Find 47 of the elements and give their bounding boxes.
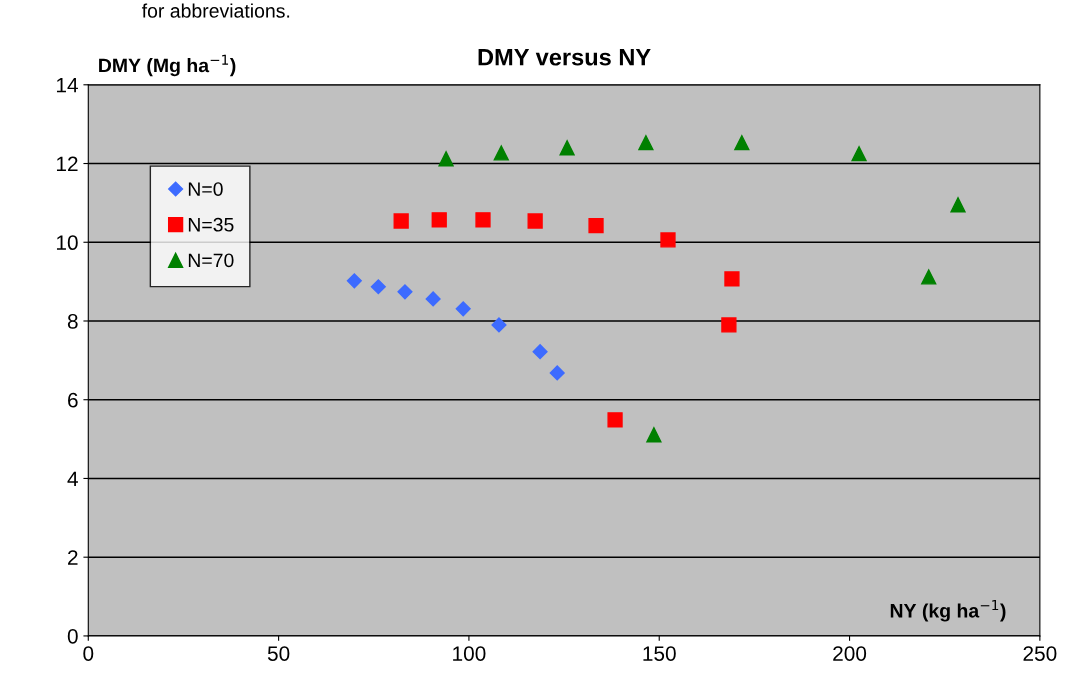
point bbox=[851, 146, 867, 162]
point bbox=[527, 213, 543, 229]
y-tick-label: 14 bbox=[56, 78, 78, 93]
point bbox=[638, 135, 654, 151]
legend-label: N=35 bbox=[188, 217, 234, 232]
point bbox=[370, 279, 386, 295]
x-tick-label: 0 bbox=[83, 646, 94, 661]
text: for abbreviations. bbox=[141, 3, 290, 18]
y-tick-label: 12 bbox=[56, 156, 78, 172]
point bbox=[921, 269, 937, 285]
y-tick-label: 2 bbox=[68, 550, 78, 565]
x-tick-label: 250 bbox=[1023, 646, 1057, 661]
point bbox=[950, 197, 966, 213]
y-tick-label: 6 bbox=[68, 392, 78, 408]
legend-label: N=70 bbox=[188, 253, 234, 268]
y-axis-title: DMY (Mg ha$^{−1}$) bbox=[99, 54, 236, 77]
point bbox=[431, 212, 447, 228]
x-tick-label: 150 bbox=[643, 646, 676, 661]
x-tick-label: 50 bbox=[267, 646, 290, 661]
point bbox=[724, 271, 740, 287]
chart-title: DMY versus NY bbox=[478, 49, 651, 66]
point bbox=[532, 344, 548, 360]
point bbox=[607, 412, 623, 428]
point bbox=[425, 291, 441, 307]
point bbox=[397, 284, 413, 300]
point bbox=[491, 317, 507, 333]
point bbox=[393, 213, 409, 229]
point bbox=[438, 151, 454, 167]
point bbox=[455, 301, 471, 317]
point bbox=[549, 365, 565, 381]
point bbox=[346, 273, 362, 289]
legend-label: N=0 bbox=[188, 182, 223, 196]
point bbox=[475, 212, 491, 228]
y-tick-label: 4 bbox=[67, 471, 78, 487]
point bbox=[559, 140, 575, 156]
y-tick-label: 8 bbox=[67, 313, 78, 329]
x-tick-label: 200 bbox=[833, 646, 867, 661]
point bbox=[721, 317, 737, 333]
point bbox=[646, 427, 662, 443]
x-axis-title: NY (kg ha$^{−1}$) bbox=[890, 600, 1006, 622]
point bbox=[660, 232, 676, 248]
point bbox=[588, 218, 604, 234]
x-tick-label: 100 bbox=[453, 646, 486, 661]
point bbox=[493, 145, 509, 161]
y-tick-label: 10 bbox=[56, 235, 78, 251]
y-tick-label: 0 bbox=[67, 628, 78, 644]
point bbox=[734, 135, 750, 151]
